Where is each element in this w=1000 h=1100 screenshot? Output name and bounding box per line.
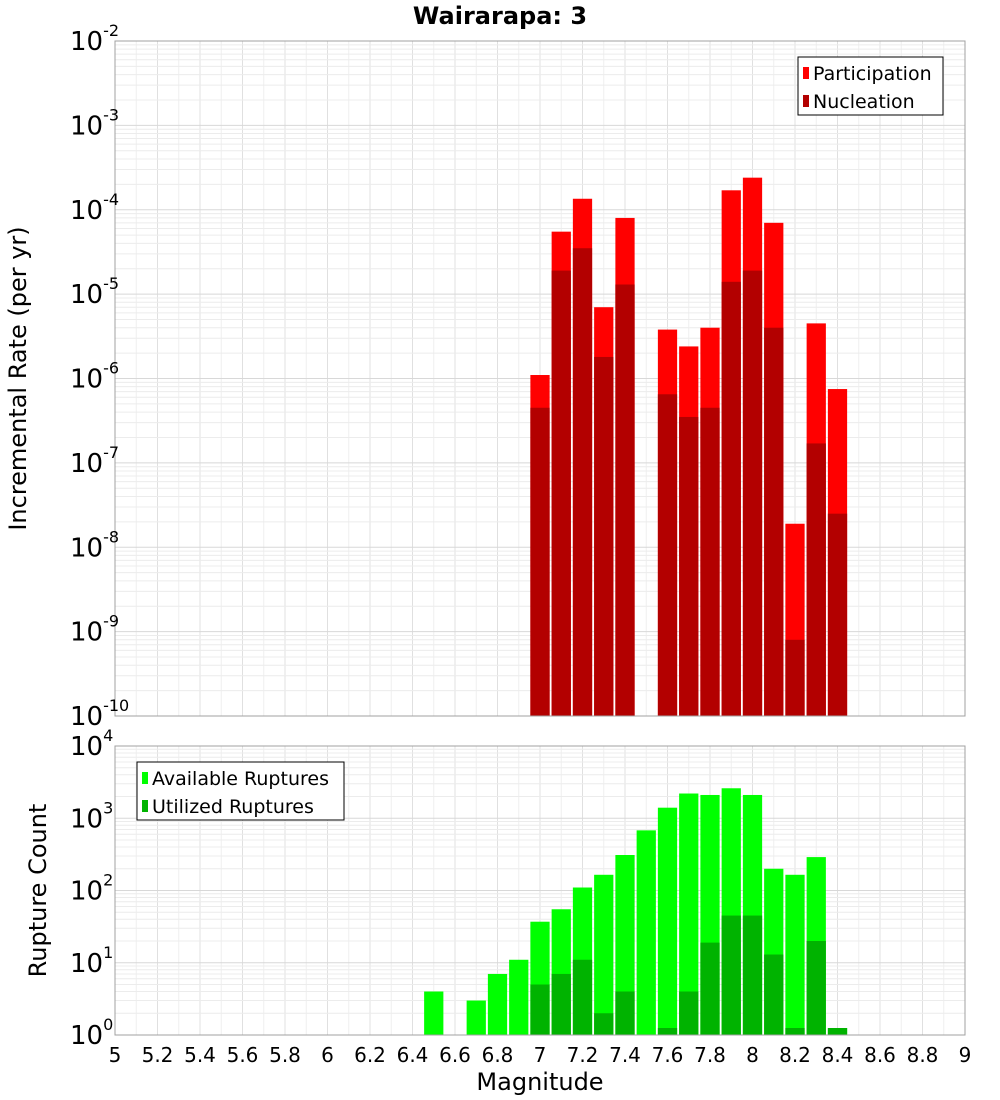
legend-label: Participation bbox=[813, 63, 932, 85]
y-tick-label: 100 bbox=[70, 1015, 113, 1051]
count-utilized-ruptures-bar bbox=[615, 991, 635, 1035]
x-tick-label: 8.8 bbox=[907, 1043, 939, 1067]
x-tick-label: 6.6 bbox=[439, 1043, 471, 1067]
legend-box bbox=[797, 56, 944, 116]
rate-nucleation-bar bbox=[679, 416, 699, 716]
x-tick-label: 5.6 bbox=[227, 1043, 259, 1067]
rate-nucleation-bar bbox=[742, 270, 763, 716]
count-available-ruptures-bar bbox=[615, 854, 635, 1035]
y-tick-label: 103 bbox=[70, 798, 113, 834]
count-panel: 100 101 102 103 104 Rupture Count Available … bbox=[24, 726, 966, 1051]
count-utilized-ruptures-bar bbox=[679, 991, 699, 1035]
y-tick-label: 10-10 bbox=[70, 696, 129, 732]
rate-panel: 10-10 10-9 10-8 10-7 10-6 10-5 10-4 10-3 10-2 In… bbox=[4, 21, 966, 732]
x-tick-label: 6.8 bbox=[482, 1043, 514, 1067]
rate-y-axis-label: Incremental Rate (per yr) bbox=[4, 226, 32, 530]
count-utilized-ruptures-bar bbox=[594, 1013, 614, 1035]
count-available-ruptures-bar bbox=[466, 1000, 486, 1035]
x-tick-label: 6.2 bbox=[354, 1043, 386, 1067]
rate-plot-frame bbox=[114, 40, 966, 717]
count-utilized-ruptures-bar bbox=[742, 915, 763, 1035]
x-tick-label: 6 bbox=[321, 1043, 334, 1067]
count-utilized-ruptures-bar bbox=[764, 954, 784, 1035]
x-tick-label: 7 bbox=[534, 1043, 547, 1067]
y-tick-label: 10-5 bbox=[70, 274, 119, 310]
legend-swatch bbox=[803, 95, 809, 107]
x-axis-label: Magnitude bbox=[476, 1068, 603, 1096]
count-utilized-ruptures-bar bbox=[827, 1028, 848, 1035]
y-tick-label: 10-6 bbox=[70, 359, 119, 395]
rate-nucleation-bar bbox=[700, 407, 720, 716]
x-tick-label: 5.8 bbox=[269, 1043, 301, 1067]
rate-nucleation-bar bbox=[594, 356, 614, 716]
y-tick-label: 10-3 bbox=[70, 105, 119, 141]
x-tick-label: 8 bbox=[746, 1043, 759, 1067]
y-tick-label: 102 bbox=[70, 871, 113, 907]
count-utilized-ruptures-bar bbox=[572, 959, 593, 1035]
x-tick-label: 5.2 bbox=[142, 1043, 174, 1067]
x-tick-label: 8.2 bbox=[779, 1043, 811, 1067]
rate-nucleation-bar bbox=[785, 639, 805, 716]
y-tick-label: 101 bbox=[70, 943, 113, 979]
count-available-ruptures-bar bbox=[594, 874, 614, 1035]
rate-nucleation-bar bbox=[827, 513, 848, 716]
rate-nucleation-bar bbox=[530, 407, 550, 716]
count-available-ruptures-bar bbox=[424, 991, 444, 1035]
legend-label: Utilized Ruptures bbox=[152, 796, 314, 818]
x-tick-label: 9 bbox=[959, 1043, 972, 1067]
chart-title: Wairarapa: 3 bbox=[413, 2, 587, 30]
count-available-ruptures-bar bbox=[487, 973, 508, 1035]
rate-nucleation-bar bbox=[657, 394, 678, 716]
y-tick-label: 10-8 bbox=[70, 527, 119, 563]
x-tick-label: 5.4 bbox=[184, 1043, 216, 1067]
count-utilized-ruptures-bar bbox=[785, 1028, 805, 1035]
count-available-ruptures-bar bbox=[679, 793, 699, 1035]
count-utilized-ruptures-bar bbox=[551, 973, 571, 1035]
count-utilized-ruptures-bar bbox=[806, 941, 826, 1035]
count-available-ruptures-bar bbox=[509, 959, 529, 1035]
count-utilized-ruptures-bar bbox=[530, 984, 550, 1035]
rate-nucleation-bar bbox=[551, 270, 571, 716]
count-legend: Available Ruptures Utilized Ruptures bbox=[136, 761, 345, 821]
count-utilized-ruptures-bar bbox=[721, 915, 741, 1035]
legend-label: Available Ruptures bbox=[152, 768, 329, 790]
legend-swatch bbox=[803, 67, 809, 79]
rate-bars bbox=[530, 177, 848, 717]
rate-nucleation-bar bbox=[721, 281, 741, 716]
legend-label: Nucleation bbox=[813, 91, 915, 113]
x-tick-label: 7.2 bbox=[567, 1043, 599, 1067]
y-tick-label: 10-9 bbox=[70, 612, 119, 648]
legend-box bbox=[136, 761, 345, 821]
count-available-ruptures-bar bbox=[657, 807, 678, 1035]
x-axis-ticks: 5 5.2 5.4 5.6 5.8 6 6.2 6.4 6.6 6.8 7 7.2 7.4 7.6 7.8 8… bbox=[109, 1043, 972, 1067]
y-tick-label: 10-4 bbox=[70, 190, 119, 226]
y-tick-label: 10-7 bbox=[70, 443, 119, 479]
x-tick-label: 7.8 bbox=[694, 1043, 726, 1067]
rate-legend: Participation Nucleation bbox=[797, 56, 944, 116]
x-tick-label: 7.4 bbox=[609, 1043, 641, 1067]
rate-nucleation-bar bbox=[572, 248, 593, 717]
count-available-ruptures-bar bbox=[636, 830, 656, 1035]
x-tick-label: 8.4 bbox=[822, 1043, 854, 1067]
count-y-ticks: 100 101 102 103 104 bbox=[70, 726, 113, 1051]
rate-y-ticks: 10-10 10-9 10-8 10-7 10-6 10-5 10-4 10-3 10-2 bbox=[70, 21, 129, 732]
rate-nucleation-bar bbox=[615, 284, 635, 716]
y-tick-label: 104 bbox=[70, 726, 113, 762]
legend-swatch bbox=[142, 800, 148, 812]
count-available-ruptures-bar bbox=[785, 874, 805, 1035]
rate-nucleation-bar bbox=[806, 443, 826, 716]
count-y-axis-label: Rupture Count bbox=[24, 804, 52, 978]
x-tick-label: 5 bbox=[109, 1043, 122, 1067]
x-tick-label: 8.6 bbox=[864, 1043, 896, 1067]
y-tick-label: 10-2 bbox=[70, 21, 119, 57]
legend-swatch bbox=[142, 772, 148, 784]
count-bars bbox=[424, 788, 848, 1035]
x-tick-label: 6.4 bbox=[397, 1043, 429, 1067]
count-plot-frame bbox=[114, 745, 966, 1036]
rate-nucleation-bar bbox=[764, 327, 784, 716]
count-utilized-ruptures-bar bbox=[657, 1028, 678, 1035]
count-utilized-ruptures-bar bbox=[700, 942, 720, 1035]
x-tick-label: 7.6 bbox=[652, 1043, 684, 1067]
